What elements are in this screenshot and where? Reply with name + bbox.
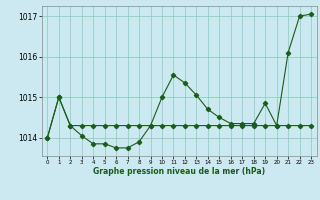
X-axis label: Graphe pression niveau de la mer (hPa): Graphe pression niveau de la mer (hPa) [93, 167, 265, 176]
